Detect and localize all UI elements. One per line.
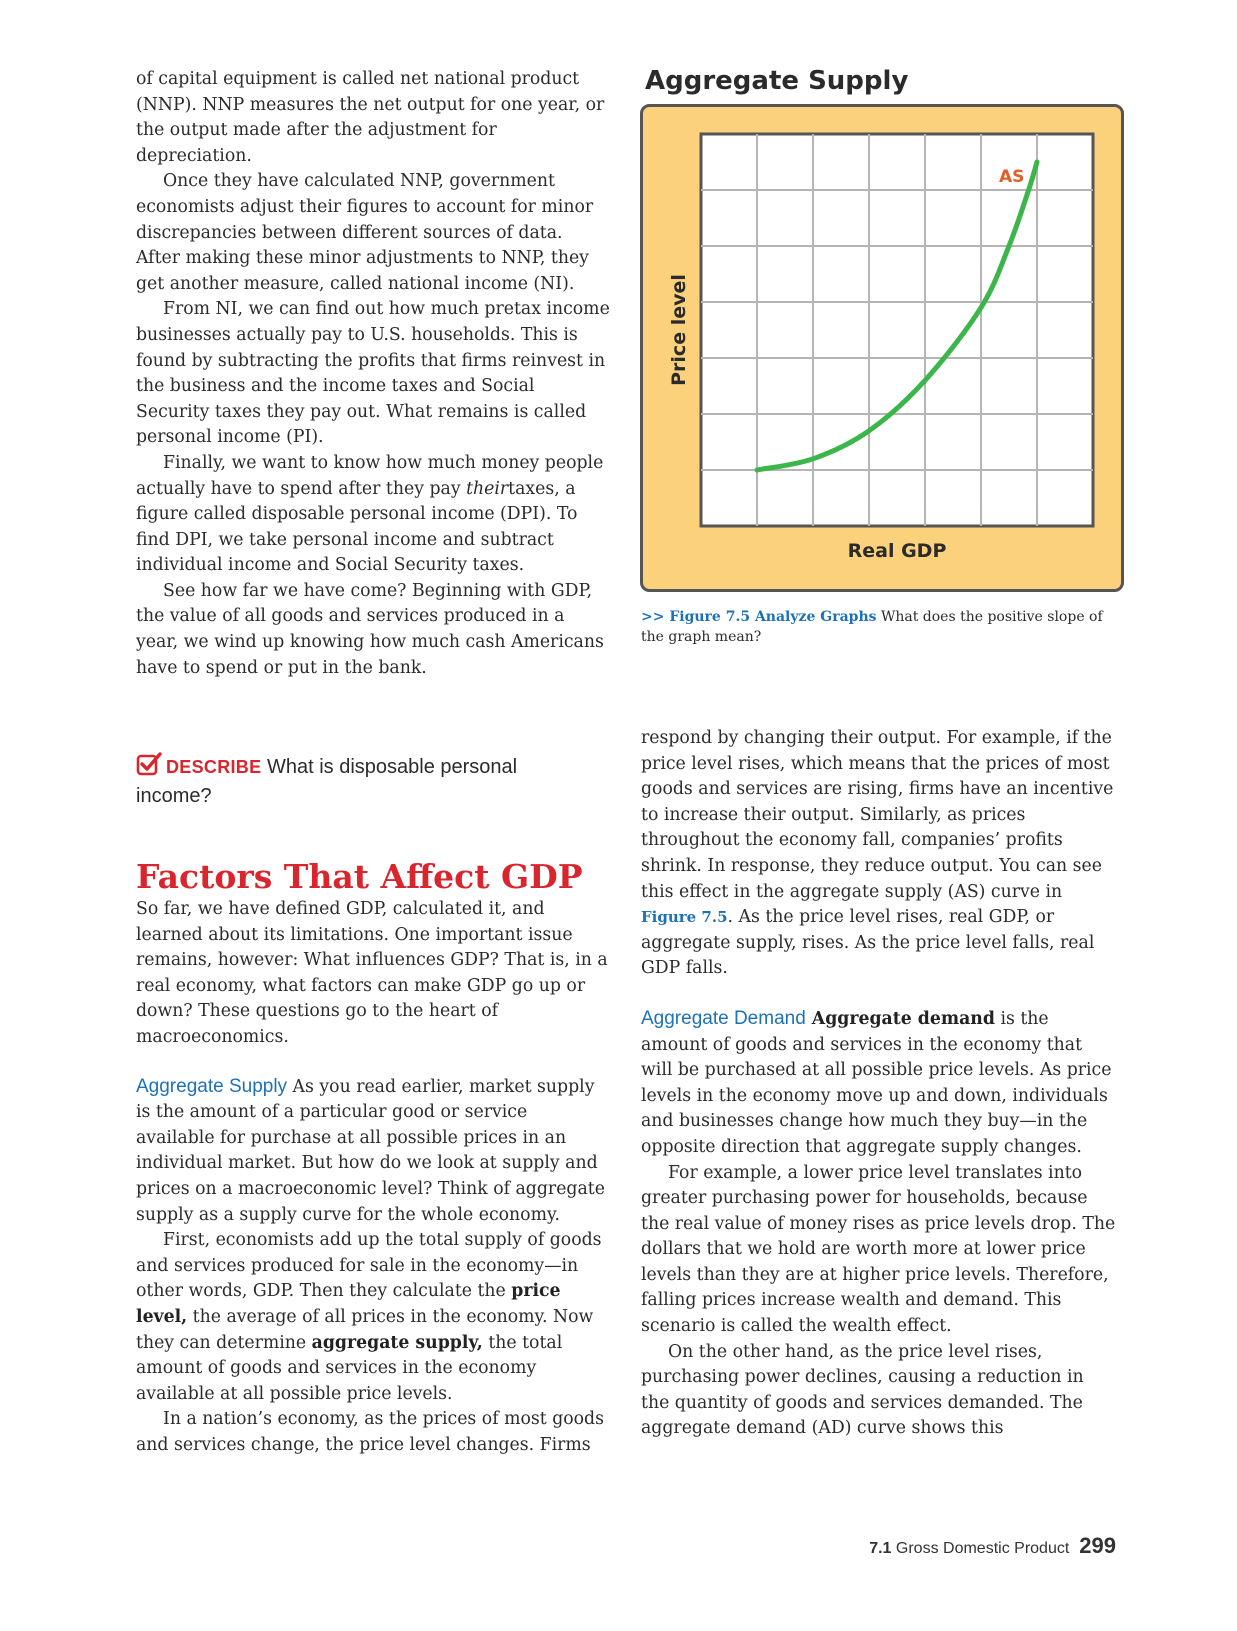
term-aggregate-supply: aggregate supply, <box>311 1332 483 1353</box>
section-number: 7.1 <box>869 1540 892 1557</box>
chapter-title: Gross Domestic Product <box>891 1540 1070 1557</box>
aggregate-supply-chart: AS Real GDP Price level <box>640 104 1124 596</box>
describe-tag: DESCRIBE <box>166 757 262 777</box>
left-column-lower: So far, we have defined GDP, calculated … <box>136 897 611 1458</box>
paragraph: of capital equipment is called net natio… <box>136 69 605 166</box>
section-heading: Factors That Affect GDP <box>136 857 583 896</box>
y-axis-label: Price level <box>668 274 690 386</box>
checkbox-check-icon <box>136 752 162 783</box>
describe-question: What is disposable personal income? <box>136 756 518 807</box>
paragraph: Once they have calculated NNP, governmen… <box>136 171 594 294</box>
subheading-aggregate-supply: Aggregate Supply <box>136 1075 288 1097</box>
page-footer: 7.1 Gross Domestic Product 299 <box>836 1533 1116 1559</box>
paragraph: respond by changing their output. For ex… <box>641 726 1116 982</box>
as-curve-label: AS <box>999 167 1024 187</box>
text-run: the total amount of goods and services i… <box>136 1332 563 1404</box>
term-aggregate-demand: Aggregate demand <box>805 1008 995 1029</box>
subheading-aggregate-demand: Aggregate Demand <box>641 1007 806 1029</box>
text-run: the average of all prices in the economy… <box>136 1306 594 1353</box>
text-run: is the amount of goods and services in t… <box>641 1008 1112 1157</box>
describe-prompt: DESCRIBE What is disposable personal inc… <box>136 752 596 809</box>
caption-text: What does the positive slope of the grap… <box>641 609 1103 645</box>
text-run: Finally, we want to know how much money … <box>136 452 604 499</box>
paragraph: In a nation’s economy, as the prices of … <box>136 1409 604 1455</box>
x-axis-label: Real GDP <box>848 540 947 562</box>
as-curve <box>754 159 1040 473</box>
paragraph: For example, a lower price level transla… <box>641 1162 1116 1337</box>
page-number: 299 <box>1079 1533 1116 1558</box>
emphasis-text: their <box>466 478 509 499</box>
paragraph: From NI, we can find out how much pretax… <box>136 299 610 448</box>
caption-label: >> Figure 7.5 Analyze Graphs <box>641 609 877 625</box>
figure-title: Aggregate Supply <box>645 66 909 96</box>
right-column: respond by changing their output. For ex… <box>641 726 1116 1442</box>
paragraph: Finally, we want to know how much money … <box>136 451 611 579</box>
text-run: First, economists add up the total suppl… <box>136 1230 602 1302</box>
paragraph: First, economists add up the total suppl… <box>136 1228 611 1407</box>
paragraph: See how far we have come? Beginning with… <box>136 580 604 678</box>
left-column: of capital equipment is called net natio… <box>136 67 611 681</box>
term-price-level: price level, <box>136 1281 561 1327</box>
figure-reference: Figure 7.5 <box>641 908 728 927</box>
grid-lines <box>701 134 1093 526</box>
paragraph: On the other hand, as the price level ri… <box>641 1341 1084 1439</box>
paragraph: Aggregate Supply As you read earlier, ma… <box>136 1074 611 1229</box>
text-run: As you read earlier, market supply is th… <box>136 1076 605 1225</box>
text-run: taxes, a figure called disposable person… <box>136 478 578 576</box>
text-run: . As the price level rises, real GDP, or… <box>641 907 1095 979</box>
paragraph: So far, we have defined GDP, calculated … <box>136 899 608 1047</box>
paragraph: Aggregate Demand Aggregate demand is the… <box>641 1006 1116 1161</box>
text-run: respond by changing their output. For ex… <box>641 728 1114 902</box>
chart-svg: AS Real GDP Price level <box>640 104 1124 592</box>
figure-caption: >> Figure 7.5 Analyze Graphs What does t… <box>641 607 1111 647</box>
